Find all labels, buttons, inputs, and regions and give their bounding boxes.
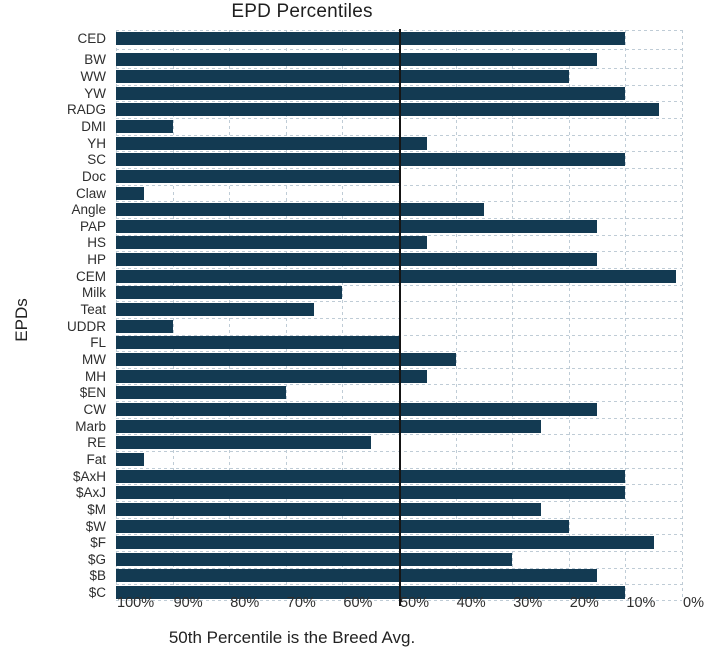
chart-title: EPD Percentiles: [231, 1, 373, 22]
bar-angle: [116, 203, 484, 217]
category-label: BW: [84, 52, 106, 68]
category-label: $G: [87, 551, 106, 567]
bar-marb: [116, 419, 541, 433]
bar-dollar-c: [116, 586, 626, 600]
bar-dmi: [116, 119, 173, 133]
bar-fat: [116, 452, 145, 466]
bar-dollar-f: [116, 536, 654, 550]
gridline-vertical: [455, 30, 457, 600]
x-tick-label: 90%: [173, 595, 203, 611]
x-tick-label: 30%: [513, 595, 543, 611]
category-label: YW: [84, 85, 106, 101]
category-label: Claw: [75, 185, 106, 201]
bar-dollar-m: [116, 502, 541, 516]
gridline-vertical: [682, 30, 683, 600]
category-label: $AxH: [72, 468, 106, 484]
bar-teat: [116, 303, 315, 317]
category-label: $F: [90, 535, 106, 551]
category-label: UDDR: [67, 318, 106, 334]
category-label: WW: [80, 68, 106, 84]
category-label: CW: [83, 401, 107, 417]
category-label: $W: [85, 518, 106, 534]
bar-uddr: [116, 319, 173, 333]
bar-doc: [116, 169, 399, 183]
bar-ced: [116, 32, 626, 45]
category-label: MW: [82, 352, 106, 367]
bar-mh: [116, 369, 428, 383]
category-label: Doc: [81, 168, 106, 184]
gridline-vertical: [512, 30, 514, 600]
category-label: DMI: [81, 118, 106, 134]
category-label: PAP: [79, 218, 106, 234]
x-tick-label: 70%: [286, 595, 316, 611]
bar-milk: [116, 286, 343, 300]
category-label: YH: [87, 135, 106, 151]
x-tick-label: 10%: [626, 595, 656, 611]
x-axis-caption: 50th Percentile is the Breed Avg.: [168, 628, 416, 647]
bar-dollar-w: [116, 519, 569, 533]
category-label: Teat: [80, 302, 106, 318]
x-tick-label: 40%: [456, 595, 486, 611]
x-tick-label: 50%: [400, 595, 430, 611]
bar-cw: [116, 402, 598, 416]
category-label: $C: [88, 585, 106, 601]
x-tick-label: 60%: [343, 595, 373, 611]
bar-claw: [116, 186, 145, 200]
category-label: Milk: [82, 285, 106, 301]
bar-yh: [116, 136, 428, 150]
category-label: $AxJ: [75, 485, 106, 501]
plot-area: [116, 29, 683, 606]
category-label: Fat: [86, 451, 106, 467]
gridline-vertical: [625, 30, 627, 600]
bar-dollar-axh: [116, 469, 626, 483]
category-label: $EN: [79, 385, 106, 401]
category-label: $B: [89, 568, 106, 584]
breed-average-line: [398, 29, 401, 606]
category-label: CEM: [76, 268, 106, 284]
gridline-vertical: [342, 30, 344, 600]
bar-ww: [116, 69, 569, 83]
bar-dollar-axj: [116, 486, 626, 500]
bar-cem: [116, 269, 677, 283]
bar-dollar-en: [116, 386, 286, 400]
category-label: CED: [77, 31, 106, 46]
bar-dollar-b: [116, 569, 598, 583]
category-label: MH: [85, 368, 106, 384]
bar-re: [116, 436, 371, 450]
category-label: RADG: [66, 102, 106, 118]
category-label: SC: [87, 152, 106, 168]
bar-yw: [116, 86, 626, 100]
x-tick-label: 0%: [683, 595, 704, 611]
x-tick-label: 80%: [230, 595, 260, 611]
bar-mw: [116, 353, 456, 366]
bar-sc: [116, 153, 626, 167]
category-label: Marb: [75, 418, 106, 434]
bar-fl: [116, 336, 399, 350]
bar-hp: [116, 253, 598, 267]
bar-radg: [116, 103, 660, 117]
category-label: $M: [87, 501, 106, 517]
category-label: Angle: [71, 202, 106, 218]
category-label: HP: [87, 252, 106, 268]
bar-bw: [116, 53, 598, 67]
bar-pap: [116, 219, 598, 233]
bar-dollar-g: [116, 552, 513, 566]
category-label: RE: [87, 435, 106, 451]
bar-hs: [116, 236, 428, 250]
category-label: FL: [90, 335, 106, 351]
category-label: HS: [87, 235, 106, 251]
gridline-vertical: [568, 30, 570, 600]
x-tick-label: 100%: [117, 595, 155, 611]
x-tick-label: 20%: [569, 595, 599, 611]
